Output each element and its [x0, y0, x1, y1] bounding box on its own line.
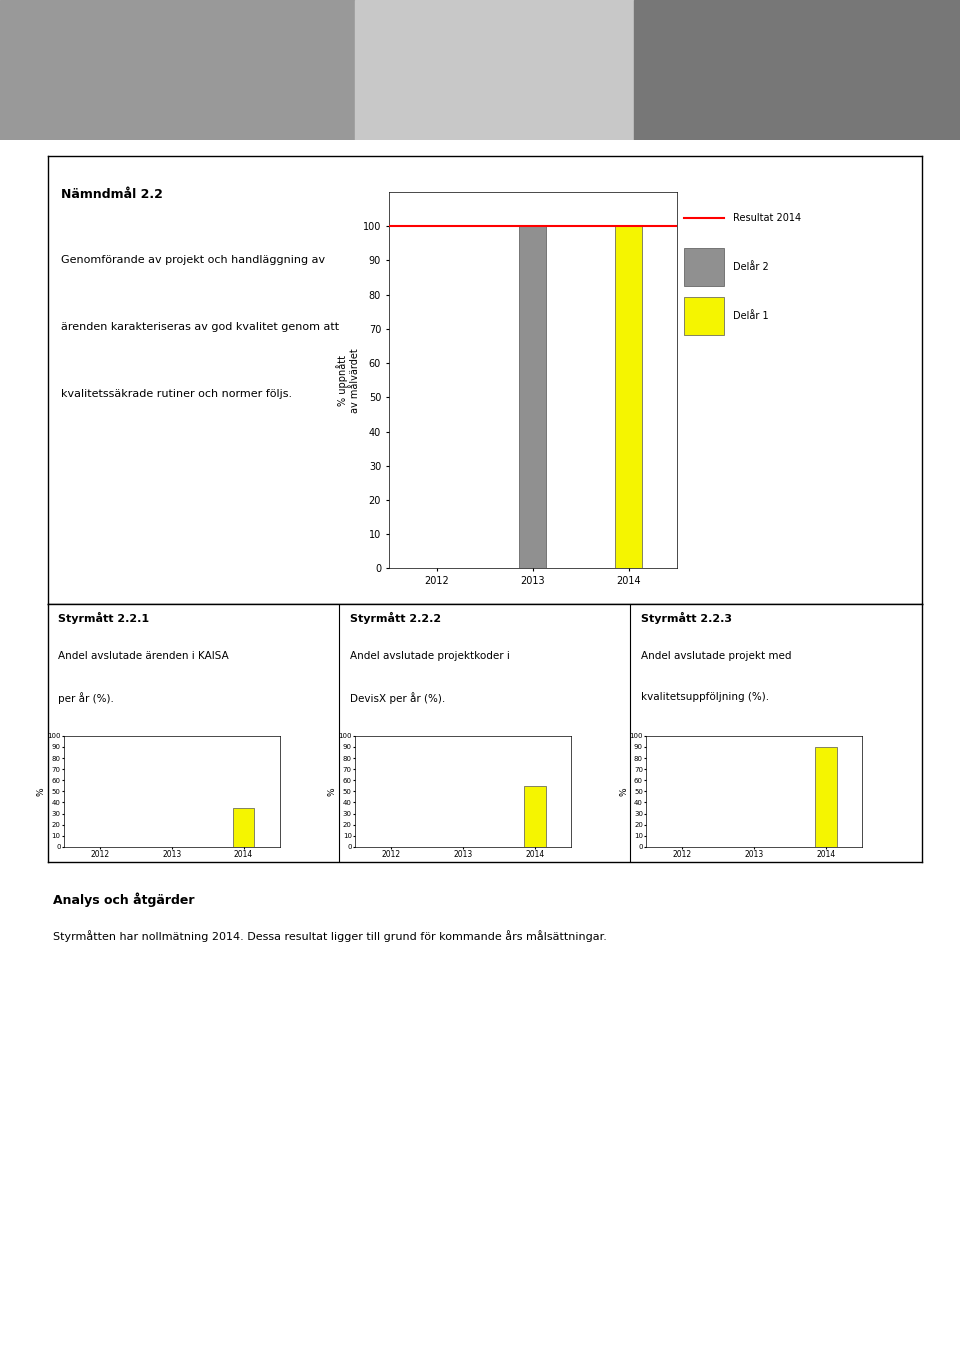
Text: Andel avslutade projektkoder i: Andel avslutade projektkoder i [349, 650, 510, 661]
Text: kvalitetssäkrade rutiner och normer följs.: kvalitetssäkrade rutiner och normer följ… [61, 390, 292, 399]
Text: Delår 1: Delår 1 [733, 311, 769, 322]
Text: DevisX per år (%).: DevisX per år (%). [349, 693, 444, 703]
Bar [684, 297, 724, 335]
Text: Analys och åtgärder: Analys och åtgärder [53, 892, 194, 907]
Y-axis label: %: % [619, 788, 628, 796]
Bar [355, 0, 643, 140]
Text: Andel avslutade ärenden i KAISA: Andel avslutade ärenden i KAISA [59, 650, 229, 661]
Text: ärenden karakteriseras av god kvalitet genom att: ärenden karakteriseras av god kvalitet g… [61, 322, 339, 331]
Bar [233, 808, 254, 847]
Text: Resultat 2014: Resultat 2014 [733, 213, 802, 223]
Text: Styrmått 2.2.2: Styrmått 2.2.2 [349, 612, 441, 625]
Text: Nämndmål 2.2: Nämndmål 2.2 [61, 187, 163, 201]
Bar [634, 0, 960, 140]
Text: Styrmåtten har nollmätning 2014. Dessa resultat ligger till grund för kommande å: Styrmåtten har nollmätning 2014. Dessa r… [53, 930, 607, 942]
Bar [615, 227, 642, 569]
Text: Styrmått 2.2.1: Styrmått 2.2.1 [59, 612, 150, 625]
Text: kvalitetsuppföljning (%).: kvalitetsuppföljning (%). [641, 693, 769, 702]
Bar [524, 786, 545, 847]
Bar [684, 249, 724, 287]
Text: Styrmått 2.2.3: Styrmått 2.2.3 [641, 612, 732, 625]
Text: Genomförande av projekt och handläggning av: Genomförande av projekt och handläggning… [61, 255, 325, 265]
Bar [519, 227, 546, 569]
Bar [815, 747, 837, 847]
Y-axis label: %: % [328, 788, 337, 796]
Y-axis label: %: % [36, 788, 46, 796]
Text: Delår 2: Delår 2 [733, 262, 769, 273]
Bar [0, 0, 365, 140]
Text: Andel avslutade projekt med: Andel avslutade projekt med [641, 650, 791, 661]
Text: www.karlskoga.se: www.karlskoga.se [847, 1339, 933, 1350]
Text: per år (%).: per år (%). [59, 693, 114, 703]
Y-axis label: % uppnått
av målvärdet: % uppnått av målvärdet [336, 348, 360, 413]
